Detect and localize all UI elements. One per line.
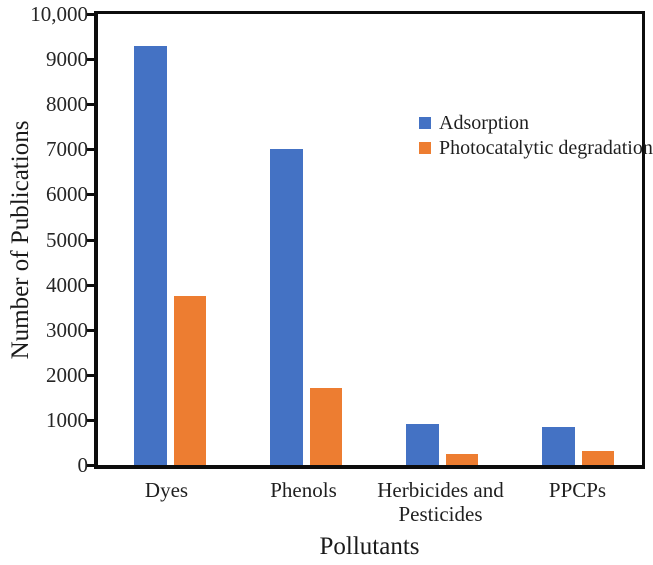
y-tick-label-4000: 4000 <box>46 272 88 297</box>
y-tick-label-8000: 8000 <box>46 92 88 117</box>
y-tick-label-0: 0 <box>77 453 89 477</box>
legend: Adsorption Photocatalytic degradation <box>419 110 653 160</box>
x-axis-category-labels: Dyes Phenols Herbicides and Pesticides PPCP… <box>98 478 646 526</box>
category-label-dyes: Dyes <box>144 478 189 502</box>
y-tick-label-9000: 9000 <box>46 47 88 72</box>
bar-group-phenols <box>238 149 374 465</box>
y-tick-mark-2000 <box>86 373 95 377</box>
y-tick-mark-8000 <box>86 103 95 107</box>
bar-photocatalytic-degradation-herbicides-and-pesticides <box>446 454 478 465</box>
legend-swatch-photocatalytic-degradation <box>419 141 431 154</box>
y-tick-label-1000: 1000 <box>46 407 88 432</box>
legend-item-adsorption: Adsorption <box>419 110 653 135</box>
plot-area: Adsorption Photocatalytic degradation <box>94 11 653 469</box>
y-tick-label-6000: 6000 <box>46 182 88 207</box>
y-tick-label-3000: 3000 <box>46 317 88 342</box>
bar-adsorption-dyes <box>134 46 167 465</box>
bar-group-ppcps <box>510 427 646 465</box>
bars-layer <box>102 14 646 465</box>
bar-adsorption-herbicides-and-pesticides <box>406 424 439 465</box>
category-label-ppcps: PPCPs <box>548 478 607 502</box>
bar-photocatalytic-degradation-phenols <box>310 388 342 465</box>
bar-group-herbicides-and-pesticides <box>374 424 510 465</box>
y-tick-mark-3000 <box>86 328 95 332</box>
y-tick-label-10-000: 10,000 <box>30 2 88 26</box>
category-label-herbicides-and-pesticides: Herbicides and Pesticides <box>377 478 504 526</box>
y-tick-mark-6000 <box>86 193 95 197</box>
bar-adsorption-phenols <box>270 149 303 465</box>
legend-swatch-adsorption <box>419 116 431 129</box>
bar-group-dyes <box>102 46 238 465</box>
y-tick-mark-4000 <box>86 283 95 287</box>
y-tick-label-7000: 7000 <box>46 137 88 162</box>
y-tick-label-5000: 5000 <box>46 227 88 252</box>
y-tick-mark-7000 <box>86 148 95 152</box>
y-tick-mark-1000 <box>86 418 95 422</box>
y-tick-mark-10-000 <box>86 13 95 16</box>
y-tick-label-2000: 2000 <box>46 362 88 387</box>
category-label-phenols: Phenols <box>270 478 337 502</box>
y-tick-mark-9000 <box>86 58 95 62</box>
x-axis-title: Pollutants <box>319 533 420 560</box>
y-tick-mark-5000 <box>86 238 95 242</box>
y-tick-mark-0 <box>86 464 95 467</box>
bar-photocatalytic-degradation-dyes <box>174 296 206 465</box>
legend-label-photocatalytic-degradation: Photocatalytic degradation <box>439 136 653 159</box>
legend-item-photocatalytic-degradation: Photocatalytic degradation <box>419 135 653 160</box>
legend-label-adsorption: Adsorption <box>439 111 529 134</box>
bar-adsorption-ppcps <box>542 427 575 465</box>
bar-photocatalytic-degradation-ppcps <box>582 451 614 465</box>
